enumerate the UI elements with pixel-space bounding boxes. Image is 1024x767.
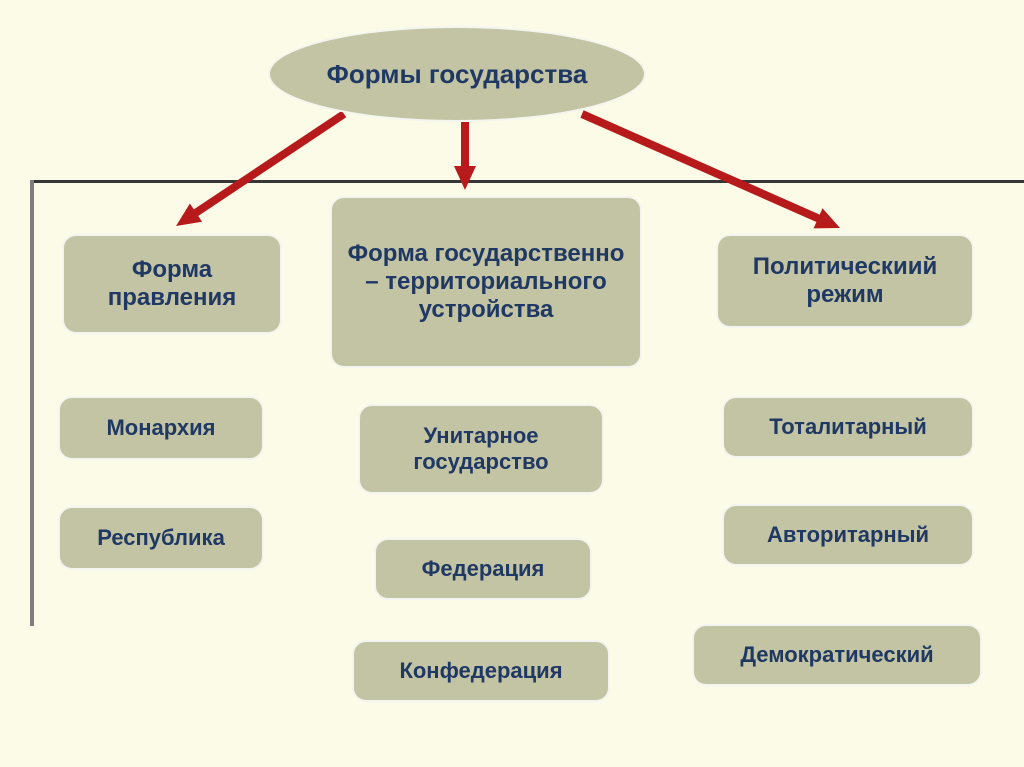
horizontal-divider xyxy=(30,180,1024,183)
leaf-label: Федерация xyxy=(422,556,545,582)
leaf-republic: Республика xyxy=(58,506,264,570)
leaf-federation: Федерация xyxy=(374,538,592,600)
category-label: Политическиий режим xyxy=(728,253,962,309)
leaf-label: Авторитарный xyxy=(767,522,929,548)
root-node: Формы государства xyxy=(268,26,646,122)
category-label: Форма государственно – территориального … xyxy=(342,240,630,324)
arrow xyxy=(176,111,346,226)
vertical-stub xyxy=(30,180,34,626)
leaf-unitary: Унитарное государство xyxy=(358,404,604,494)
category-label: Форма правления xyxy=(74,256,270,312)
leaf-label: Монархия xyxy=(106,415,215,441)
leaf-monarchy: Монархия xyxy=(58,396,264,460)
category-box-government-form: Форма правления xyxy=(62,234,282,334)
leaf-label: Унитарное государство xyxy=(370,423,592,475)
leaf-label: Конфедерация xyxy=(399,658,562,684)
leaf-democratic: Демократический xyxy=(692,624,982,686)
category-box-political-regime: Политическиий режим xyxy=(716,234,974,328)
root-label: Формы государства xyxy=(327,59,588,90)
leaf-label: Республика xyxy=(97,525,225,551)
leaf-totalitarian: Тоталитарный xyxy=(722,396,974,458)
leaf-label: Тоталитарный xyxy=(769,414,927,440)
leaf-label: Демократический xyxy=(740,642,933,668)
category-box-territorial: Форма государственно – территориального … xyxy=(330,196,642,368)
leaf-confederation: Конфедерация xyxy=(352,640,610,702)
leaf-authoritarian: Авторитарный xyxy=(722,504,974,566)
diagram-canvas: Формы государства Форма правления Форма … xyxy=(0,0,1024,767)
